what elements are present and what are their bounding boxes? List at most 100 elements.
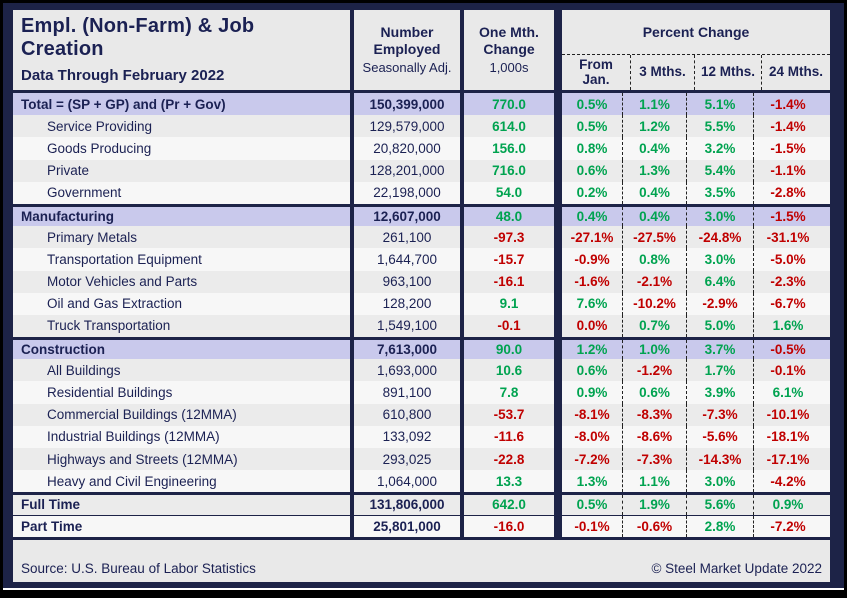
percent-change-value: 3.2% xyxy=(686,137,753,160)
column-header-3-mths: 3 Mths. xyxy=(630,55,694,90)
column-header-line: One Mth. xyxy=(479,23,539,40)
percent-change-value: -5.0% xyxy=(753,248,822,271)
percent-change-value: -10.1% xyxy=(753,403,822,426)
percent-change-value: 0.7% xyxy=(622,314,686,338)
percent-change-value: -6.7% xyxy=(753,292,822,315)
percent-change-value: -4.2% xyxy=(753,470,822,493)
one-month-change-value: 13.3 xyxy=(495,473,523,489)
column-header-one-month-change: One Mth. Change 1,000s xyxy=(464,10,554,90)
window-edge-bar xyxy=(3,590,844,595)
percent-change-value: 0.0% xyxy=(554,314,622,338)
percent-change-value: -7.3% xyxy=(622,448,686,471)
percent-change-group-title: Percent Change xyxy=(562,10,830,55)
percent-change-value: -8.1% xyxy=(554,403,622,426)
one-month-change-value: 9.1 xyxy=(499,296,519,312)
percent-change-value: 3.0% xyxy=(686,470,753,493)
percent-change-value: 1.3% xyxy=(554,470,622,493)
one-month-change-value: 614.0 xyxy=(492,118,526,134)
percent-change-value: -1.2% xyxy=(622,359,686,382)
column-header-line: Seasonally Adj. xyxy=(362,59,452,75)
table-row: Goods Producing 20,820,000 156.0 0.8% 0.4% 3.… xyxy=(13,137,830,160)
column-header-line: Employed xyxy=(373,41,441,58)
row-label: Private xyxy=(47,163,90,179)
percent-change-value: 0.4% xyxy=(554,206,622,227)
percent-change-value: -2.3% xyxy=(753,270,822,293)
table-row: Full Time 131,806,000 642.0 0.5% 1.9% 5.6% 0.9… xyxy=(13,492,830,515)
one-month-change-value: 48.0 xyxy=(495,209,523,225)
number-employed-value: 261,100 xyxy=(350,226,464,249)
number-employed-value: 7,613,000 xyxy=(350,340,464,360)
row-label: Total = (SP + GP) and (Pr + Gov) xyxy=(21,96,226,112)
percent-change-value: 5.0% xyxy=(686,314,753,338)
number-employed-value: 1,064,000 xyxy=(350,470,464,493)
percent-change-value: 1.1% xyxy=(622,470,686,493)
table-row: Construction 7,613,000 90.0 1.2% 1.0% 3.7% -0.… xyxy=(13,337,830,360)
number-employed-value: 25,801,000 xyxy=(350,515,464,537)
copyright-note: © Steel Market Update 2022 xyxy=(651,560,822,576)
one-month-change-value: 10.6 xyxy=(495,362,523,378)
number-employed-value: 129,579,000 xyxy=(350,115,464,138)
column-header-line: Number xyxy=(380,23,434,40)
percent-change-value: -1.4% xyxy=(753,115,822,138)
table-row: Truck Transportation 1,549,100 -0.1 0.0% 0.7… xyxy=(13,314,830,338)
number-employed-value: 891,100 xyxy=(350,381,464,404)
percent-change-value: -17.1% xyxy=(753,448,822,471)
percent-change-value: -24.8% xyxy=(686,226,753,249)
number-employed-value: 12,607,000 xyxy=(350,206,464,227)
table-row: Part Time 25,801,000 -16.0 -0.1% -0.6% 2.8% -7… xyxy=(13,514,830,537)
footer-bar: Source: U.S. Bureau of Labor Statistics … xyxy=(13,539,830,582)
number-employed-value: 1,549,100 xyxy=(350,314,464,338)
percent-change-value: 0.6% xyxy=(554,359,622,382)
row-label: Highways and Streets (12MMA) xyxy=(47,451,238,467)
percent-change-value: -0.1% xyxy=(554,515,622,537)
column-header-24-mths: 24 Mths. xyxy=(761,55,830,90)
one-month-change-value: 54.0 xyxy=(495,185,523,201)
percent-change-value: -2.1% xyxy=(622,270,686,293)
table-row: Commercial Buildings (12MMA) 610,800 -53.7… xyxy=(13,403,830,426)
percent-change-value: 0.6% xyxy=(554,159,622,182)
percent-change-value: -27.5% xyxy=(622,226,686,249)
percent-change-value: 0.4% xyxy=(622,206,686,227)
percent-change-value: 3.7% xyxy=(686,340,753,360)
row-label: Part Time xyxy=(21,518,83,534)
one-month-change-value: -15.7 xyxy=(493,251,525,267)
column-group-percent-change: Percent Change From Jan. 3 Mths. 12 Mths… xyxy=(554,10,830,90)
percent-change-value: 5.4% xyxy=(686,159,753,182)
row-label: All Buildings xyxy=(47,362,121,378)
percent-change-value: 0.4% xyxy=(622,137,686,160)
percent-change-value: 3.0% xyxy=(686,206,753,227)
table-row: Transportation Equipment 1,644,700 -15.7 -0… xyxy=(13,248,830,271)
percent-change-value: -2.8% xyxy=(753,181,822,204)
percent-change-value: 5.1% xyxy=(686,93,753,116)
percent-change-value: 5.6% xyxy=(686,495,753,515)
percent-change-value: 1.2% xyxy=(554,340,622,360)
percent-change-value: -27.1% xyxy=(554,226,622,249)
percent-change-value: 1.6% xyxy=(753,314,822,338)
column-header-number-employed: Number Employed Seasonally Adj. xyxy=(350,10,464,90)
percent-change-value: 1.7% xyxy=(686,359,753,382)
number-employed-value: 128,201,000 xyxy=(350,159,464,182)
one-month-change-value: -16.0 xyxy=(493,518,525,534)
number-employed-value: 133,092 xyxy=(350,425,464,448)
table-row: Service Providing 129,579,000 614.0 0.5% 1.2… xyxy=(13,115,830,138)
table-row: Heavy and Civil Engineering 1,064,000 13.3… xyxy=(13,470,830,493)
table-header: Empl. (Non-Farm) & Job Creation Data Thr… xyxy=(13,10,830,90)
row-label: Oil and Gas Extraction xyxy=(47,296,183,312)
percent-change-value: -10.2% xyxy=(622,292,686,315)
row-label: Manufacturing xyxy=(21,209,114,225)
page-subtitle: Data Through February 2022 xyxy=(21,67,225,84)
percent-change-value: -7.2% xyxy=(554,448,622,471)
table-row: Private 128,201,000 716.0 0.6% 1.3% 5.4% -1.1% xyxy=(13,159,830,182)
percent-change-value: 3.5% xyxy=(686,181,753,204)
percent-change-value: -1.6% xyxy=(554,270,622,293)
row-label: Construction xyxy=(21,342,105,358)
table-row: Motor Vehicles and Parts 963,100 -16.1 -1.6… xyxy=(13,270,830,293)
percent-change-value: -0.5% xyxy=(753,340,822,360)
percent-change-value: -1.5% xyxy=(753,206,822,227)
table-row: Residential Buildings 891,100 7.8 0.9% 0.6% 3… xyxy=(13,381,830,404)
one-month-change-value: 642.0 xyxy=(492,497,526,513)
percent-change-value: 0.5% xyxy=(554,115,622,138)
one-month-change-value: -11.6 xyxy=(493,429,525,445)
number-employed-value: 1,693,000 xyxy=(350,359,464,382)
one-month-change-value: 156.0 xyxy=(492,140,526,156)
